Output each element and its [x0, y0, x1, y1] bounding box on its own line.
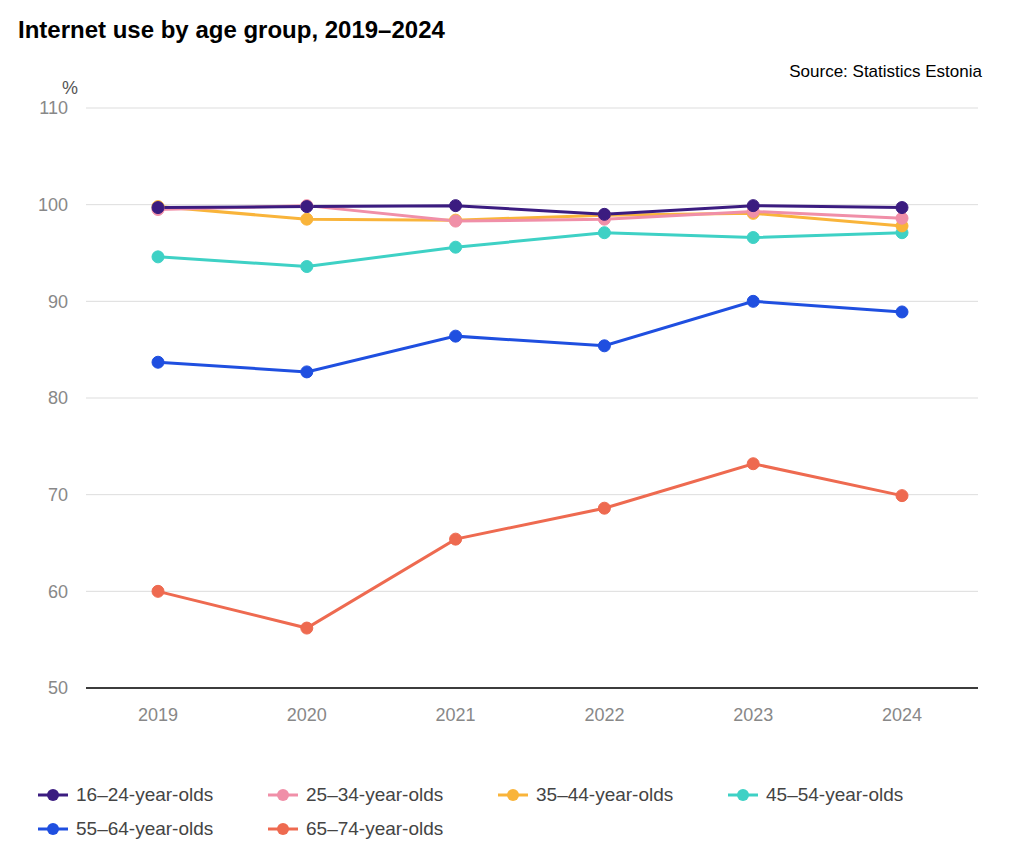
svg-text:%: % [62, 78, 78, 98]
html-text:Source: Statistics Estonia: Source: Statistics Estonia [789, 62, 982, 81]
html-text:35–44-year-olds: 35–44-year-olds [536, 784, 674, 805]
svg-text:110: 110 [39, 98, 68, 118]
html-text:45–54-year-olds: 45–54-year-olds [766, 784, 904, 805]
svg-text:90: 90 [48, 292, 68, 312]
svg-text:2022: 2022 [584, 705, 624, 725]
html-text:65–74-year-olds: 65–74-year-olds [306, 818, 444, 839]
svg-text:2019: 2019 [138, 705, 178, 725]
html-text:Internet use by age group, 201: Internet use by age group, 2019–2024 [18, 16, 445, 43]
svg-text:50: 50 [48, 678, 68, 698]
svg-text:2020: 2020 [287, 705, 327, 725]
svg-text:60: 60 [48, 582, 68, 602]
svg-text:2021: 2021 [436, 705, 476, 725]
svg-text:2024: 2024 [882, 705, 922, 725]
svg-text:80: 80 [48, 388, 68, 408]
html-text:55–64-year-olds: 55–64-year-olds [76, 818, 214, 839]
svg-text:70: 70 [48, 485, 68, 505]
html-text:16–24-year-olds: 16–24-year-olds [76, 784, 214, 805]
svg-text:100: 100 [38, 195, 68, 215]
svg-text:2023: 2023 [733, 705, 773, 725]
html-text:25–34-year-olds: 25–34-year-olds [306, 784, 444, 805]
